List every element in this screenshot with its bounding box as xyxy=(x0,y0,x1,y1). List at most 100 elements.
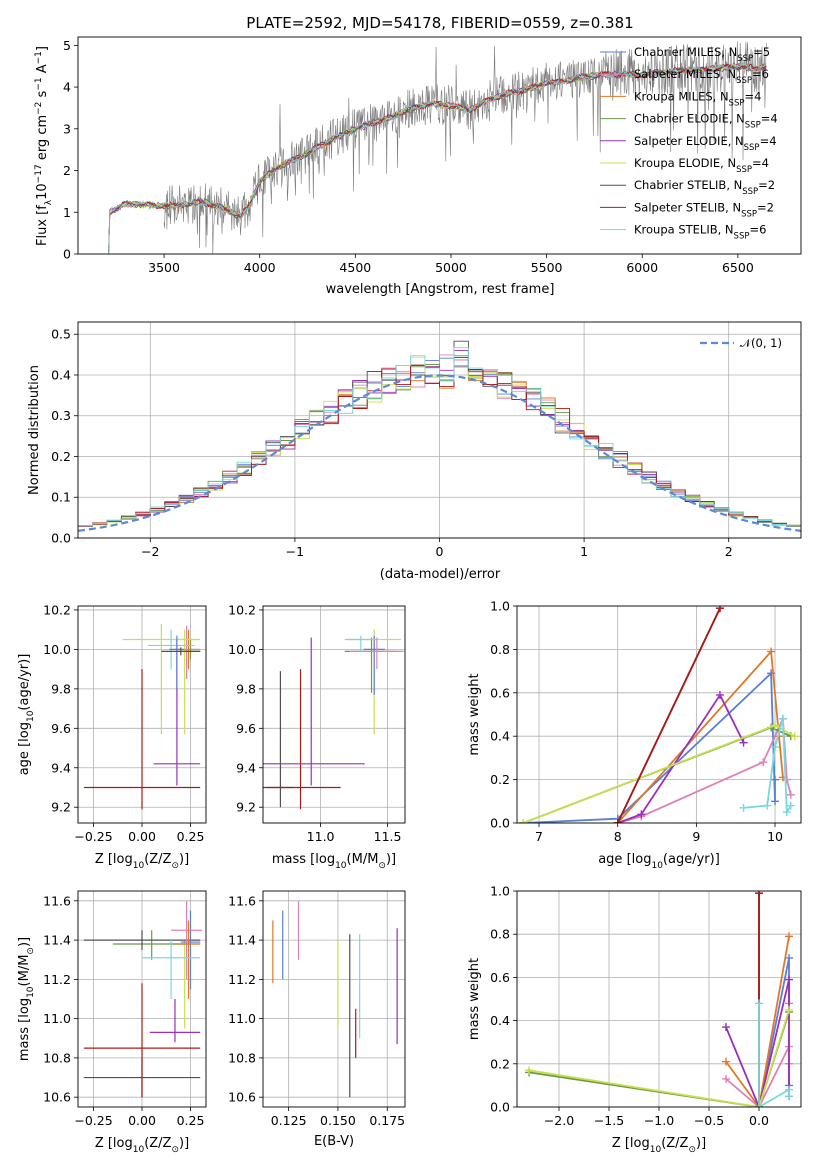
y-tick-label: 0.4 xyxy=(490,1013,510,1028)
x-axis-label: E(B-V) xyxy=(314,1134,354,1149)
y-tick-label: 0.2 xyxy=(51,449,71,464)
x-axis-label: mass [log10(M/M⊙)] xyxy=(272,852,396,871)
y-tick-label: 2 xyxy=(63,163,71,178)
legend-label: Kroupa MILES, NSSP=4 xyxy=(634,89,761,108)
mass-weight-series xyxy=(519,721,799,823)
y-tick-label: 10.8 xyxy=(228,1050,256,1065)
error-bar xyxy=(83,669,201,810)
y-tick-label: 1.0 xyxy=(490,599,510,614)
x-tick-label: 8 xyxy=(614,829,622,844)
axes-frame xyxy=(77,890,207,1108)
mass-weight-marker xyxy=(637,810,646,819)
error-bar xyxy=(149,999,201,1043)
x-tick-label: −1.0 xyxy=(644,1113,674,1128)
error-bar xyxy=(169,940,201,1029)
y-axis-label: mass [log10(M/M⊙)] xyxy=(17,937,36,1061)
y-tick-label: 0.2 xyxy=(490,1056,510,1071)
legend-label: Kroupa ELODIE, NSSP=4 xyxy=(634,156,769,175)
x-tick-label: 6500 xyxy=(722,260,754,275)
mass-vs-ebv-panel: 0.125 0.150 0.175 10.6 10.8 11.0 11.2 11.4 11.6 E… xyxy=(228,890,406,1149)
mass-weight-marker xyxy=(722,1023,730,1032)
error-bar xyxy=(169,635,185,689)
legend-label: 𝒩(0, 1) xyxy=(740,336,782,350)
y-tick-label: 3 xyxy=(63,121,71,136)
x-tick-label: 11.5 xyxy=(374,829,402,844)
x-tick-label: 6000 xyxy=(626,260,658,275)
x-tick-label: 0.150 xyxy=(320,1113,356,1128)
legend-label: Salpeter MILES, NSSP=6 xyxy=(634,67,769,86)
x-tick-label: 3500 xyxy=(148,260,180,275)
error-bar xyxy=(363,635,385,695)
mass-weight-series xyxy=(613,714,795,823)
x-tick-label: 2 xyxy=(725,544,733,559)
mass-weight-marker xyxy=(755,999,763,1008)
model-spectrum-line xyxy=(108,62,767,254)
error-bar xyxy=(176,920,201,999)
x-tick-label: 4000 xyxy=(244,260,276,275)
legend-label: Chabrier STELIB, NSSP=2 xyxy=(634,178,775,197)
x-tick-label: 0.25 xyxy=(177,1113,205,1128)
y-tick-label: 9.4 xyxy=(236,760,256,775)
error-bar xyxy=(83,930,201,950)
y-tick-label: 9.2 xyxy=(51,800,71,815)
x-tick-label: 7 xyxy=(535,829,543,844)
mass-weight-marker xyxy=(785,1005,793,1014)
mass-weight-line xyxy=(725,979,790,1107)
y-tick-label: 11.4 xyxy=(228,933,256,948)
legend-item: Chabrier ELODIE, NSSP=4 xyxy=(600,112,778,131)
y-tick-label: 0.6 xyxy=(490,970,510,985)
y-tick-label: 0.4 xyxy=(51,367,71,382)
error-bar xyxy=(263,637,365,786)
mass-weight-marker xyxy=(782,808,791,817)
mass-weight-marker xyxy=(785,975,793,984)
mass-weight-marker xyxy=(786,801,795,810)
x-tick-label: 0.0 xyxy=(749,1113,769,1128)
x-tick-label: −2 xyxy=(141,544,159,559)
x-tick-label: 11.0 xyxy=(307,829,335,844)
mass-weight-marker xyxy=(519,819,528,823)
mass-weight-marker xyxy=(778,714,787,723)
y-tick-label: 0.1 xyxy=(51,490,71,505)
legend-label: Kroupa STELIB, NSSP=6 xyxy=(634,223,766,242)
mass-weight-marker xyxy=(785,953,793,962)
mass-weight-marker xyxy=(767,647,776,656)
y-tick-label: 1 xyxy=(63,205,71,220)
mass-weight-series xyxy=(739,714,795,817)
y-tick-label: 9.8 xyxy=(51,681,71,696)
axes-frame xyxy=(516,605,802,824)
x-axis-label: Z [log10(Z/Z⊙)] xyxy=(612,1136,706,1155)
y-tick-label: 0.8 xyxy=(490,642,510,657)
legend-label: Chabrier ELODIE, NSSP=4 xyxy=(634,112,778,131)
mass-weight-marker xyxy=(739,803,748,812)
mass-weight-series xyxy=(613,606,724,823)
y-tick-label: 11.0 xyxy=(228,1011,256,1026)
error-bar xyxy=(344,635,377,652)
y-tick-label: 9.6 xyxy=(236,721,256,736)
error-bar xyxy=(161,647,201,656)
y-tick-label: 11.0 xyxy=(43,1011,71,1026)
y-axis-label: mass weight xyxy=(467,958,482,1040)
mass-weight-marker xyxy=(722,1057,730,1066)
axes-frame xyxy=(77,605,207,824)
legend-item: Chabrier MILES, NSSP=5 xyxy=(600,45,770,64)
y-tick-label: 11.6 xyxy=(228,893,256,908)
mass-weight-marker xyxy=(613,819,622,823)
y-tick-label: 0.0 xyxy=(490,816,510,831)
error-bar xyxy=(180,910,201,990)
age-vs-metallicity-panel: −0.25 0.00 0.25 9.2 9.4 9.6 9.8 10.0 10.2 Z [log1… xyxy=(17,602,207,871)
mass-weight-marker xyxy=(722,1074,730,1083)
error-bar xyxy=(142,940,201,999)
mass-weight-marker xyxy=(786,790,795,799)
y-tick-label: 10.6 xyxy=(43,1090,71,1105)
error-bar xyxy=(267,671,294,808)
error-bar xyxy=(174,629,195,735)
mass-weight-marker xyxy=(771,743,780,752)
x-tick-label: −0.25 xyxy=(74,829,112,844)
y-axis-label: Normed distribution xyxy=(27,365,42,495)
mass-weight-marker xyxy=(759,758,768,767)
x-tick-label: 5000 xyxy=(435,260,467,275)
model-spectrum-line xyxy=(108,62,767,254)
mass-weight-marker xyxy=(771,775,780,784)
y-tick-label: 9.8 xyxy=(236,681,256,696)
y-tick-label: 0.0 xyxy=(51,531,71,546)
